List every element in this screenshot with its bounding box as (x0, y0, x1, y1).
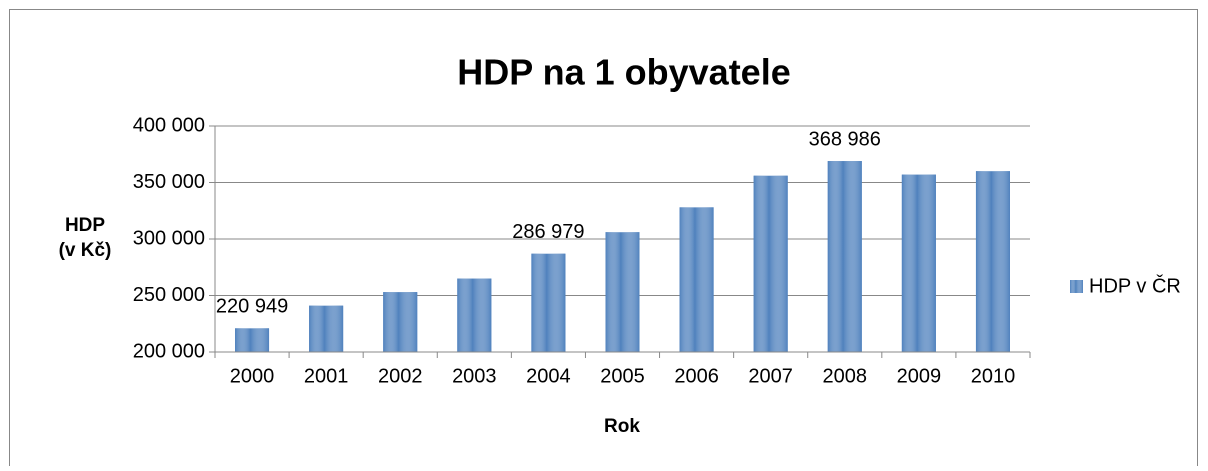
bar (753, 175, 788, 352)
bar (605, 232, 640, 352)
bar (679, 207, 714, 352)
y-tick-label: 300 000 (133, 227, 205, 249)
y-tick-label: 200 000 (133, 340, 205, 362)
bar (235, 328, 270, 352)
x-tick-label: 2003 (452, 365, 497, 387)
data-label: 220 949 (216, 296, 288, 318)
x-tick-label: 2000 (230, 365, 275, 387)
x-tick-label: 2009 (897, 365, 942, 387)
data-label: 286 979 (512, 221, 584, 243)
x-tick-label: 2001 (304, 365, 349, 387)
x-tick-label: 2005 (600, 365, 645, 387)
bar (975, 171, 1010, 352)
x-tick-label: 2008 (823, 365, 868, 387)
bar (309, 305, 344, 352)
legend-swatch-shade (1070, 280, 1083, 293)
legend-label: HDP v ČR (1089, 274, 1181, 297)
y-tick-label: 350 000 (133, 171, 205, 193)
x-tick-label: 2007 (748, 365, 793, 387)
bar (383, 292, 418, 352)
x-tick-label: 2002 (378, 365, 423, 387)
x-tick-label: 2010 (971, 365, 1016, 387)
y-axis-label: HDP (65, 215, 105, 236)
bar (901, 174, 936, 352)
x-tick-label: 2004 (526, 365, 571, 387)
y-tick-label: 400 000 (133, 114, 205, 136)
y-axis-label: (v Kč) (59, 240, 112, 261)
bar (827, 161, 862, 352)
x-axis-label: Rok (604, 416, 640, 437)
data-label: 368 986 (809, 128, 881, 150)
chart-title: HDP na 1 obyvatele (457, 52, 790, 93)
bar (531, 253, 566, 352)
y-tick-label: 250 000 (133, 284, 205, 306)
bar (457, 278, 492, 352)
x-tick-label: 2006 (674, 365, 719, 387)
